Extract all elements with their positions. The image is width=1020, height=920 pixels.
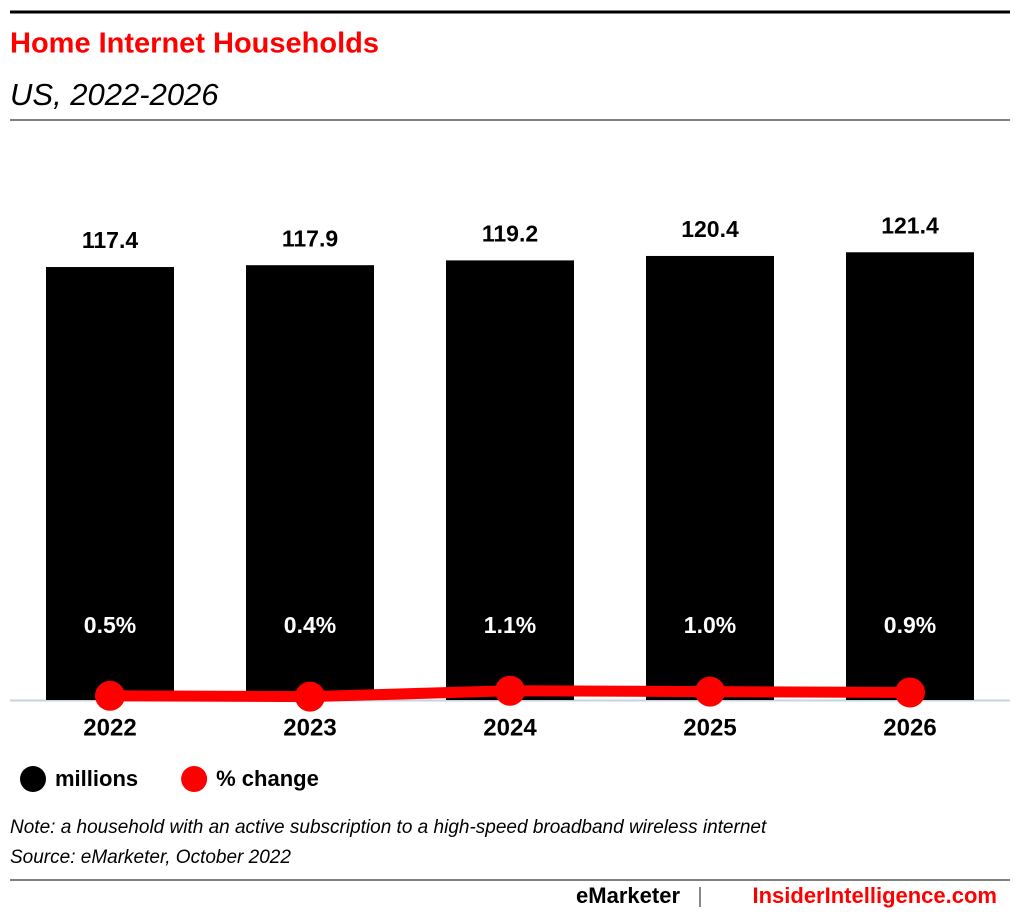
bar xyxy=(446,260,574,700)
legend-label: % change xyxy=(216,766,319,791)
bar-value-label: 117.4 xyxy=(82,227,138,253)
legend-marker xyxy=(181,766,208,792)
line-value-label: 1.0% xyxy=(684,612,736,638)
footer-brand: eMarketer xyxy=(576,883,680,908)
chart-subtitle: US, 2022-2026 xyxy=(10,77,219,112)
x-tick-label: 2022 xyxy=(83,714,136,741)
line-value-label: 0.4% xyxy=(284,612,336,638)
bar-value-label: 117.9 xyxy=(282,225,338,251)
line-point xyxy=(95,680,125,711)
note: Note: a household with an active subscri… xyxy=(10,817,767,838)
bar xyxy=(646,255,774,701)
x-tick-label: 2026 xyxy=(883,714,936,741)
legend-marker xyxy=(20,766,46,792)
source: Source: eMarketer, October 2022 xyxy=(10,847,291,868)
x-tick-label: 2025 xyxy=(683,714,736,741)
x-tick-label: 2023 xyxy=(283,714,336,741)
line-value-label: 0.5% xyxy=(84,612,136,638)
bar xyxy=(246,265,374,700)
bar xyxy=(46,267,174,700)
bar-value-label: 121.4 xyxy=(881,212,939,238)
line-point xyxy=(295,681,325,712)
chart-title: Home Internet Households xyxy=(10,28,379,60)
legend-label: millions xyxy=(55,766,138,791)
bar xyxy=(846,252,974,700)
x-tick-label: 2024 xyxy=(483,714,537,741)
line-value-label: 0.9% xyxy=(884,612,936,638)
bar-value-label: 119.2 xyxy=(482,220,538,246)
bar-value-label: 120.4 xyxy=(681,216,739,242)
line-point xyxy=(895,677,925,708)
line-value-label: 1.1% xyxy=(484,612,536,638)
line-point xyxy=(495,675,525,706)
footer-brand: InsiderIntelligence.com xyxy=(752,883,997,908)
line-point xyxy=(695,676,725,707)
